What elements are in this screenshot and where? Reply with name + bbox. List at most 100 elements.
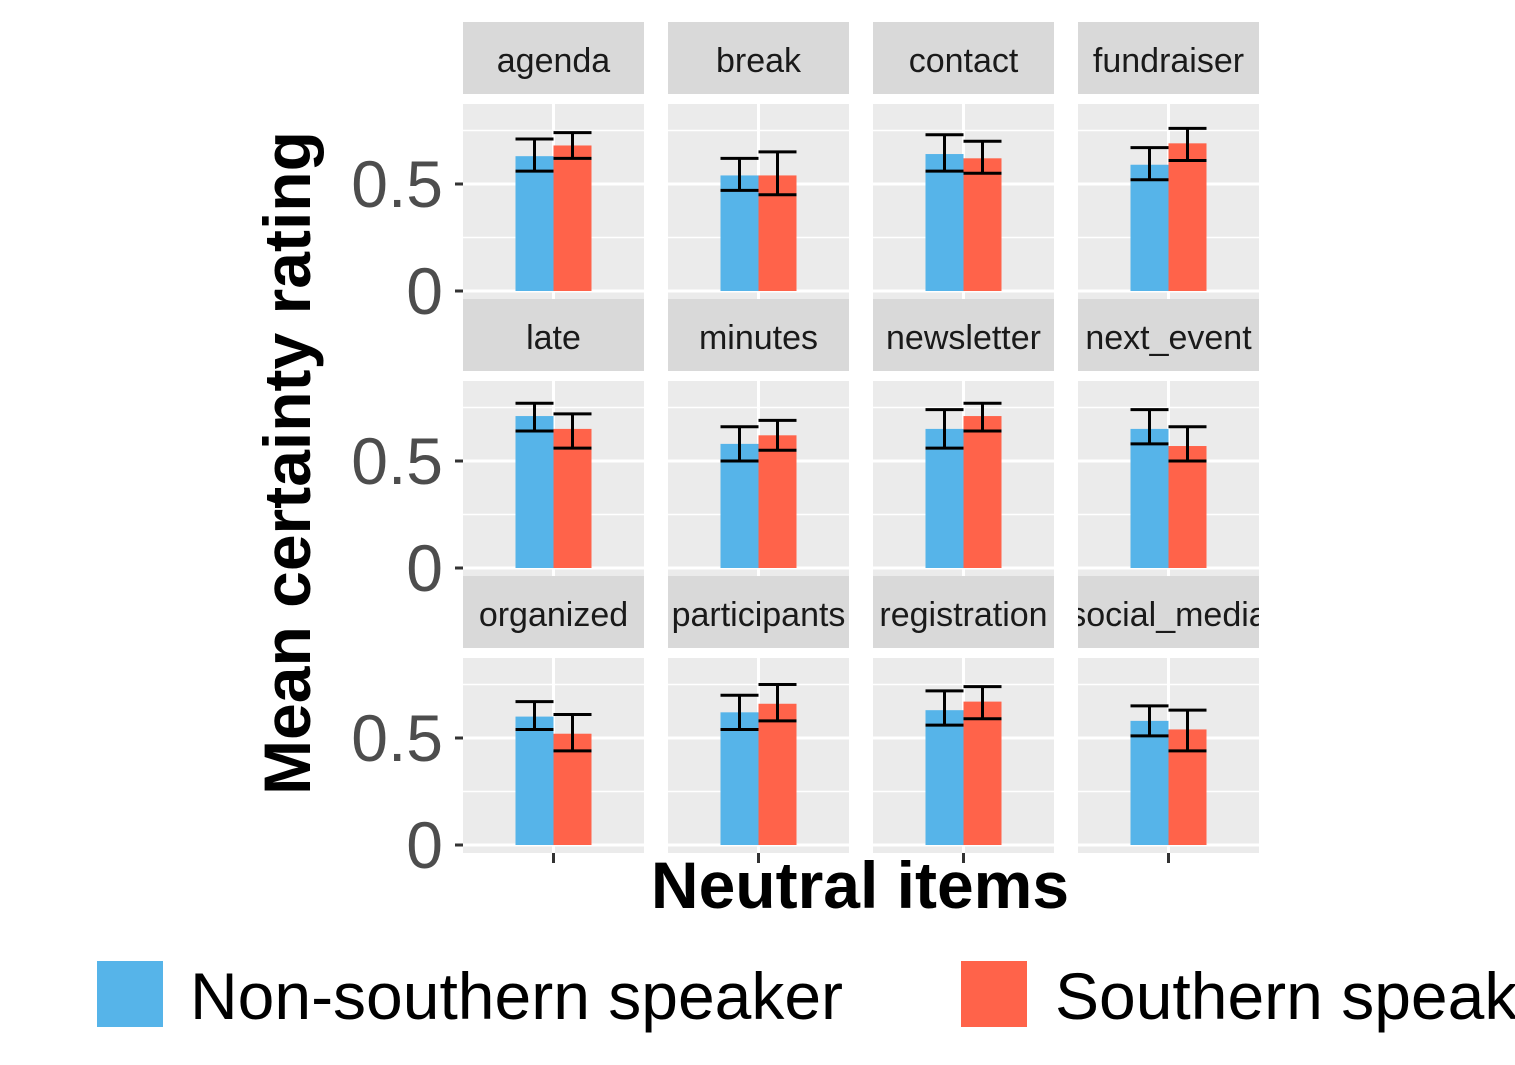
legend-swatch-non-southern (95, 959, 165, 1029)
bar-southern-speaker (553, 145, 592, 291)
facet-break: break (668, 22, 849, 299)
facet-strip (463, 22, 644, 94)
facet-fundraiser: fundraiser (1078, 22, 1259, 299)
y-axis-row-3: 00.5 (351, 701, 463, 882)
error-bar-non-southern-speaker (925, 408, 964, 450)
legend-label-non-southern: Non-southern speaker (190, 959, 843, 1033)
facet-strip (1078, 22, 1259, 94)
legend-label-southern: Southern speaker (1055, 959, 1515, 1033)
facet-strip (668, 299, 849, 371)
x-axis-title: Neutral items (651, 848, 1069, 922)
facet-strip (1078, 299, 1259, 371)
facet-strip-label: social_media (1069, 596, 1268, 634)
bar-southern-speaker (553, 428, 592, 568)
bar-non-southern-speaker (925, 154, 964, 291)
facet-strip-label: fundraiser (1093, 42, 1244, 80)
error-bar-non-southern-speaker (1130, 408, 1169, 446)
error-bar-non-southern-speaker (720, 156, 759, 192)
bar-non-southern-speaker (515, 416, 554, 568)
bar-non-southern-speaker (720, 443, 759, 568)
x-ticks (552, 853, 1170, 863)
facet-newsletter: newsletter (873, 299, 1054, 576)
error-bar-non-southern-speaker (1130, 704, 1169, 738)
facet-strip (873, 299, 1054, 371)
bar-non-southern-speaker (515, 156, 554, 291)
error-bar-non-southern-speaker (1130, 146, 1169, 182)
facet-strip (668, 576, 849, 648)
error-bar-southern-speaker (963, 139, 1002, 175)
error-bar-southern-speaker (758, 150, 797, 197)
error-bar-southern-speaker (1168, 708, 1207, 753)
y-tick-label: 0.5 (351, 147, 443, 221)
legend-swatch-southern (959, 959, 1029, 1029)
error-bar-southern-speaker (963, 685, 1002, 721)
legend: Non-southern speaker Southern speaker (95, 959, 1515, 1033)
bar-non-southern-speaker (720, 175, 759, 291)
facet-agenda: agenda (463, 22, 644, 299)
y-tick-label: 0 (406, 531, 443, 605)
bar-southern-speaker (758, 435, 797, 568)
facet-strip-label: late (526, 319, 581, 357)
facet-late: late (463, 299, 644, 576)
bar-non-southern-speaker (925, 428, 964, 568)
bar-non-southern-speaker (1130, 164, 1169, 291)
error-bar-southern-speaker (553, 131, 592, 160)
y-tick-label: 0 (406, 254, 443, 328)
y-axis-row-2: 00.5 (351, 424, 463, 605)
facet-contact: contact (873, 22, 1054, 299)
error-bar-non-southern-speaker (515, 401, 554, 433)
bar-non-southern-speaker (515, 716, 554, 845)
facet-minutes: minutes (668, 299, 849, 576)
facet-registration: registration (873, 576, 1054, 853)
error-bar-southern-speaker (1168, 126, 1207, 162)
bar-non-southern-speaker (925, 710, 964, 845)
error-bar-southern-speaker (758, 418, 797, 452)
error-bar-southern-speaker (963, 401, 1002, 433)
facet-strip-label: agenda (497, 42, 611, 80)
facet-strip (873, 576, 1054, 648)
facet-participants: participants (668, 576, 849, 853)
facet-strip-label: break (716, 42, 802, 80)
facet-strip (463, 299, 644, 371)
facet-next-event: next_event (1078, 299, 1259, 576)
y-tick-label: 0 (406, 808, 443, 882)
facet-panels: agenda break contact fundraiser late minutes n… (463, 22, 1268, 853)
facet-strip (463, 576, 644, 648)
error-bar-non-southern-speaker (720, 425, 759, 463)
facet-strip-label: participants (672, 596, 846, 634)
facet-organized: organized (463, 576, 644, 853)
error-bar-southern-speaker (1168, 425, 1207, 463)
facet-strip-label: registration (879, 596, 1047, 634)
bar-southern-speaker (1168, 143, 1207, 291)
bar-southern-speaker (758, 703, 797, 845)
facet-strip (1078, 576, 1259, 648)
bar-southern-speaker (1168, 446, 1207, 568)
facet-strip (668, 22, 849, 94)
y-tick-label: 0.5 (351, 701, 443, 775)
facet-strip (873, 22, 1054, 94)
error-bar-non-southern-speaker (515, 700, 554, 731)
error-bar-non-southern-speaker (515, 137, 554, 173)
facet-strip-label: minutes (699, 319, 818, 357)
error-bar-non-southern-speaker (925, 133, 964, 173)
bar-southern-speaker (963, 158, 1002, 291)
bar-non-southern-speaker (720, 712, 759, 845)
error-bar-southern-speaker (553, 712, 592, 753)
error-bar-non-southern-speaker (720, 693, 759, 731)
error-bar-non-southern-speaker (925, 689, 964, 727)
facet-strip-label: newsletter (886, 319, 1041, 357)
bar-non-southern-speaker (1130, 428, 1169, 568)
error-bar-southern-speaker (758, 683, 797, 723)
y-axis-title: Mean certainty rating (250, 131, 324, 795)
bar-southern-speaker (963, 416, 1002, 568)
facet-social-media: social_media (1069, 576, 1268, 853)
bar-non-southern-speaker (1130, 720, 1169, 845)
y-axes: 00.500.500.5 (351, 147, 463, 882)
facet-strip-label: organized (479, 596, 628, 634)
error-bar-southern-speaker (553, 412, 592, 450)
facet-strip-label: next_event (1085, 319, 1252, 357)
y-tick-label: 0.5 (351, 424, 443, 498)
facet-strip-label: contact (909, 42, 1019, 80)
y-axis-row-1: 00.5 (351, 147, 463, 328)
